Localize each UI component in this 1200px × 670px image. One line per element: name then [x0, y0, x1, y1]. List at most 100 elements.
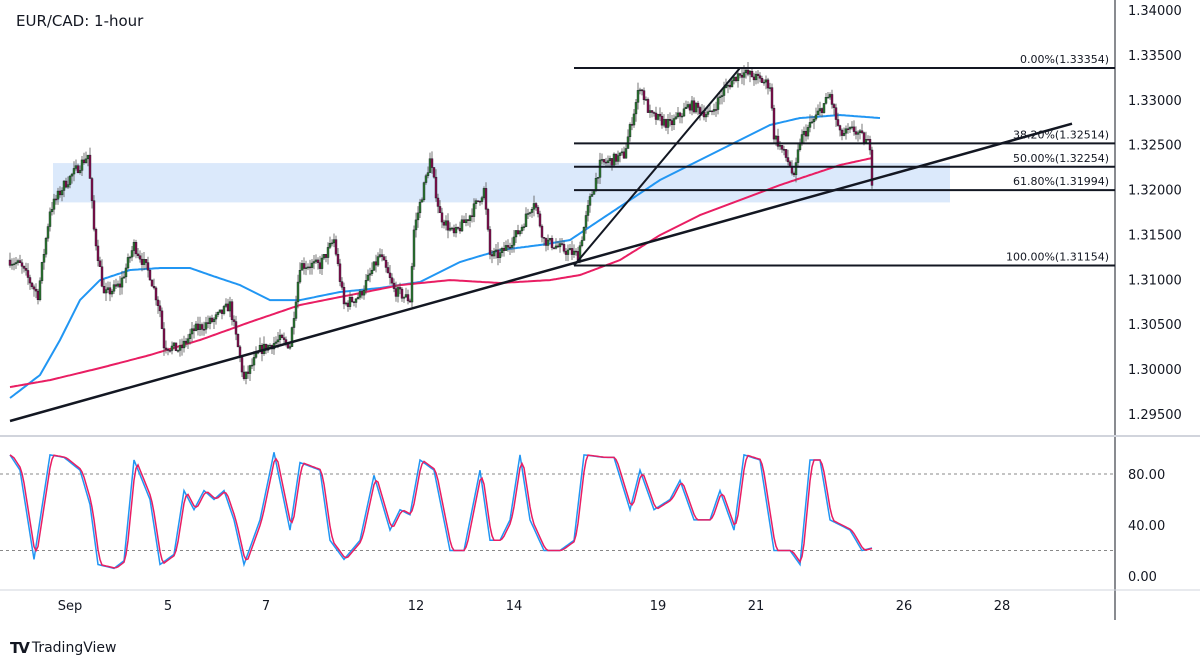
candle-bearish[interactable]	[466, 219, 470, 221]
candle-bullish[interactable]	[328, 243, 332, 248]
candle-bullish[interactable]	[644, 99, 648, 101]
candle-bullish[interactable]	[812, 118, 816, 123]
candle-bearish[interactable]	[506, 245, 510, 248]
candle-bullish[interactable]	[768, 87, 772, 89]
candle-bearish[interactable]	[792, 173, 796, 176]
candle-bullish[interactable]	[762, 81, 766, 84]
candle-bullish[interactable]	[588, 196, 592, 206]
candle-bullish[interactable]	[596, 177, 600, 179]
candle-bullish[interactable]	[806, 127, 810, 137]
candle-bullish[interactable]	[480, 197, 484, 202]
candle-bullish[interactable]	[224, 303, 228, 307]
candle-bearish[interactable]	[714, 109, 718, 111]
candle-bullish[interactable]	[606, 160, 610, 164]
candle-bearish[interactable]	[440, 212, 444, 223]
candle-bullish[interactable]	[682, 108, 686, 117]
candle-bearish[interactable]	[154, 287, 158, 301]
candle-bearish[interactable]	[168, 350, 172, 352]
candle-bearish[interactable]	[308, 266, 312, 269]
candle-bullish[interactable]	[620, 151, 624, 154]
candle-bullish[interactable]	[584, 215, 588, 228]
candle-bearish[interactable]	[630, 124, 634, 126]
candle-bearish[interactable]	[756, 73, 760, 76]
candle-bullish[interactable]	[126, 257, 130, 269]
candle-bearish[interactable]	[334, 239, 338, 255]
candle-bearish[interactable]	[152, 286, 156, 289]
candle-bearish[interactable]	[446, 220, 450, 231]
candle-bullish[interactable]	[46, 226, 50, 239]
candle-bearish[interactable]	[740, 75, 744, 78]
candle-bullish[interactable]	[312, 261, 316, 264]
candle-bullish[interactable]	[78, 170, 82, 174]
candle-bullish[interactable]	[320, 257, 324, 269]
candle-bullish[interactable]	[304, 267, 308, 269]
candle-bearish[interactable]	[96, 245, 100, 262]
candle-bearish[interactable]	[226, 303, 230, 312]
candle-bearish[interactable]	[836, 119, 840, 126]
candle-bearish[interactable]	[772, 107, 776, 140]
candle-bullish[interactable]	[526, 213, 530, 215]
candle-bearish[interactable]	[854, 131, 858, 135]
candle-bullish[interactable]	[598, 159, 602, 178]
moving-average-magenta[interactable]	[9, 157, 873, 389]
candle-bearish[interactable]	[408, 300, 412, 303]
candle-bullish[interactable]	[808, 122, 812, 128]
candle-bearish[interactable]	[374, 261, 378, 266]
candle-bullish[interactable]	[706, 111, 710, 115]
candle-bearish[interactable]	[76, 165, 80, 174]
candle-bullish[interactable]	[572, 250, 576, 255]
candle-bullish[interactable]	[704, 114, 708, 118]
candle-bearish[interactable]	[316, 259, 320, 263]
candle-bullish[interactable]	[638, 89, 642, 92]
candle-bearish[interactable]	[642, 90, 646, 101]
candle-bullish[interactable]	[818, 108, 822, 112]
candle-bearish[interactable]	[236, 333, 240, 348]
candle-bullish[interactable]	[74, 165, 78, 169]
candle-bullish[interactable]	[428, 158, 432, 173]
candle-bearish[interactable]	[834, 107, 838, 120]
candle-bullish[interactable]	[218, 309, 222, 313]
candle-bullish[interactable]	[732, 76, 736, 81]
candle-bullish[interactable]	[214, 314, 218, 320]
candle-bullish[interactable]	[254, 352, 258, 358]
candle-bearish[interactable]	[90, 178, 94, 201]
stoch-k-line[interactable]	[9, 452, 873, 570]
candle-bullish[interactable]	[216, 311, 220, 315]
candle-bullish[interactable]	[690, 100, 694, 111]
candle-bearish[interactable]	[360, 291, 364, 296]
candle-bearish[interactable]	[502, 248, 506, 251]
candle-bearish[interactable]	[750, 70, 754, 78]
candle-bearish[interactable]	[98, 260, 102, 267]
candle-bullish[interactable]	[492, 251, 496, 257]
candle-bullish[interactable]	[512, 236, 516, 246]
candle-bearish[interactable]	[398, 287, 402, 290]
candle-bullish[interactable]	[590, 194, 594, 197]
candle-bullish[interactable]	[322, 254, 326, 259]
candle-bullish[interactable]	[726, 84, 730, 87]
candle-bearish[interactable]	[384, 259, 388, 268]
candle-bullish[interactable]	[844, 128, 848, 134]
candle-bearish[interactable]	[434, 176, 438, 199]
candle-bullish[interactable]	[376, 256, 380, 266]
support-resistance-zone[interactable]	[53, 163, 950, 203]
candle-bearish[interactable]	[160, 310, 164, 329]
candle-bullish[interactable]	[132, 242, 136, 251]
candle-bullish[interactable]	[208, 317, 212, 324]
candle-bullish[interactable]	[624, 148, 628, 159]
candle-bearish[interactable]	[220, 309, 224, 314]
candle-bullish[interactable]	[686, 104, 690, 108]
candle-bearish[interactable]	[692, 100, 696, 113]
candle-bearish[interactable]	[394, 288, 398, 297]
candle-bearish[interactable]	[804, 130, 808, 137]
candle-bullish[interactable]	[290, 327, 294, 347]
candle-bearish[interactable]	[602, 159, 606, 163]
candle-bearish[interactable]	[146, 262, 150, 271]
candle-bullish[interactable]	[618, 152, 622, 156]
candle-bearish[interactable]	[478, 200, 482, 203]
candle-bearish[interactable]	[196, 323, 200, 330]
candle-bearish[interactable]	[770, 87, 774, 109]
candle-bearish[interactable]	[788, 161, 792, 167]
candle-bullish[interactable]	[856, 132, 860, 135]
candle-bullish[interactable]	[822, 103, 826, 113]
candle-bearish[interactable]	[458, 228, 462, 232]
